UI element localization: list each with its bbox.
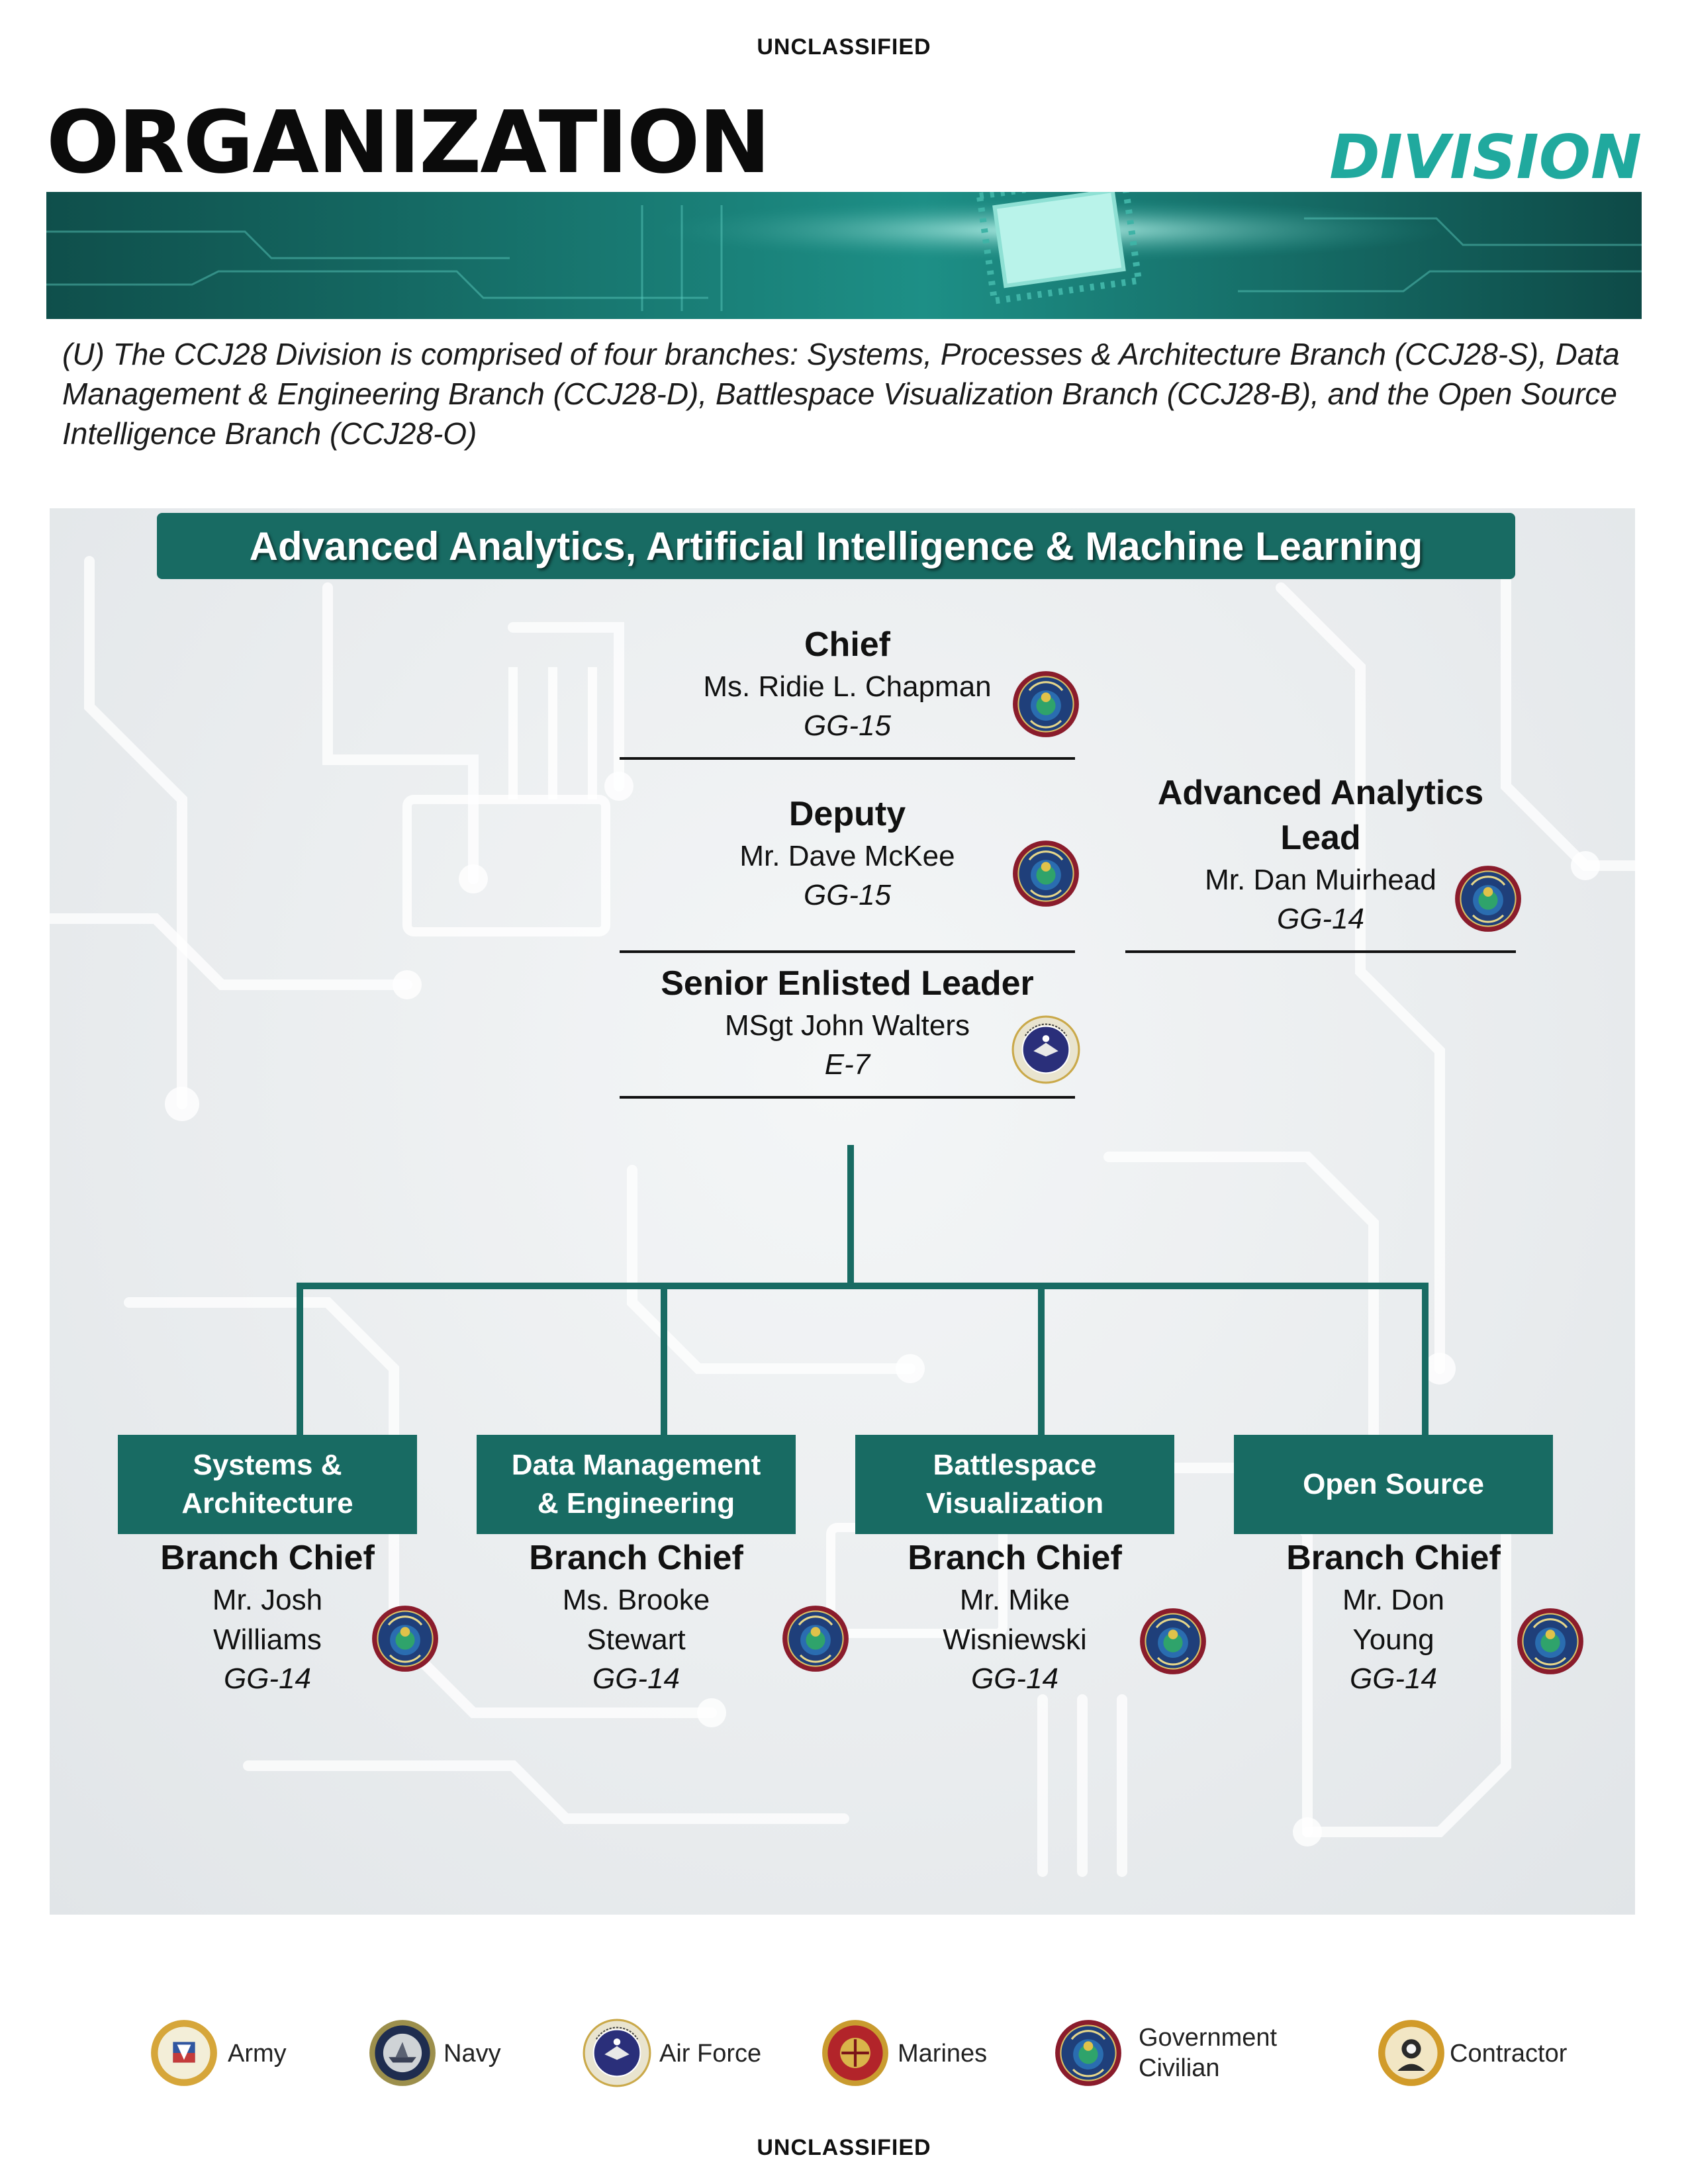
legend-label-line2: Civilian — [1139, 2054, 1220, 2082]
sel-name: MSgt John Walters — [724, 1009, 970, 1042]
org-chart-background — [50, 508, 1635, 1915]
branch-chief-role: Branch Chief — [908, 1539, 1122, 1577]
legend-label-line1: Government — [1139, 2024, 1278, 2052]
branch-chief-role: Branch Chief — [1286, 1539, 1501, 1577]
branch-chief-name-line2: Williams — [213, 1623, 322, 1656]
legend-label-navy: Navy — [444, 2040, 501, 2068]
legend-label-civilian: Government Civilian — [1139, 2023, 1277, 2083]
intro-paragraph: (U) The CCJ28 Division is comprised of f… — [62, 337, 1620, 451]
branch-box-line2: Visualization — [925, 1487, 1104, 1520]
sel-underline — [620, 1096, 1075, 1099]
dia-seal-icon — [1139, 1607, 1207, 1676]
dia-seal-icon — [1454, 864, 1523, 933]
legend-label-contractor: Contractor — [1450, 2040, 1568, 2068]
branch-chief-node: Branch Chief Mr. Don Young GG-14 — [1234, 1535, 1553, 1698]
branch-chief-name-line2: Wisniewski — [943, 1623, 1087, 1656]
branch-chief-grade: GG-14 — [592, 1662, 680, 1695]
page-title: ORGANIZATION — [46, 92, 771, 193]
branch-connector — [1038, 1283, 1045, 1436]
branch-box-line1: Data Management — [511, 1449, 761, 1481]
lead-role-line2: Lead — [1280, 819, 1361, 857]
chief-grade: GG-15 — [803, 709, 892, 742]
branch-box-battlespace: Battlespace Visualization — [855, 1435, 1174, 1534]
chief-underline — [620, 757, 1075, 760]
branch-box-line1: Systems & — [193, 1449, 342, 1481]
horizontal-connector — [297, 1283, 1429, 1289]
army-seal-icon — [150, 2019, 218, 2087]
classification-bottom: UNCLASSIFIED — [757, 2135, 931, 2160]
chief-role: Chief — [804, 625, 890, 664]
dia-seal-icon — [1054, 2019, 1123, 2087]
legend-label-air-force: Air Force — [659, 2040, 762, 2068]
contractor-seal-icon — [1377, 2019, 1446, 2087]
deputy-role: Deputy — [788, 795, 906, 833]
branch-box-open-source: Open Source — [1234, 1435, 1553, 1534]
branch-chief-node: Branch Chief Ms. Brooke Stewart GG-14 — [477, 1535, 796, 1698]
branch-chief-role: Branch Chief — [160, 1539, 375, 1577]
branch-chief-name-line1: Mr. Don — [1342, 1584, 1445, 1616]
air-force-seal-icon — [1011, 1015, 1080, 1084]
dia-seal-icon — [1011, 839, 1080, 908]
org-banner: Advanced Analytics, Artificial Intellige… — [157, 513, 1515, 579]
branch-chief-name-line2: Young — [1352, 1623, 1434, 1656]
branch-box-line1: Battlespace — [933, 1449, 1097, 1481]
branch-connector — [1422, 1283, 1429, 1436]
trunk-connector — [847, 1145, 854, 1285]
lead-role-line1: Advanced Analytics — [1157, 774, 1484, 812]
branch-chief-name-line2: Stewart — [586, 1623, 686, 1656]
sel-role: Senior Enlisted Leader — [661, 964, 1034, 1003]
chief-node: Chief Ms. Ridie L. Chapman GG-15 — [620, 622, 1075, 745]
branch-chief-grade: GG-14 — [223, 1662, 312, 1695]
branch-box-systems: Systems & Architecture — [118, 1435, 417, 1534]
marines-seal-icon — [821, 2019, 890, 2087]
deputy-node: Deputy Mr. Dave McKee GG-15 — [620, 792, 1075, 915]
branch-chief-role: Branch Chief — [529, 1539, 743, 1577]
branch-chief-name-line1: Ms. Brooke — [562, 1584, 710, 1616]
branch-chief-grade: GG-14 — [970, 1662, 1059, 1695]
legend-label-marines: Marines — [898, 2040, 988, 2068]
lead-name: Mr. Dan Muirhead — [1205, 864, 1436, 896]
page-subtitle: DIVISION — [1329, 122, 1642, 193]
dia-seal-icon — [1011, 670, 1080, 739]
branch-box-line2: & Engineering — [537, 1487, 735, 1520]
dia-seal-icon — [781, 1604, 850, 1673]
branch-chief-node: Branch Chief Mr. Mike Wisniewski GG-14 — [855, 1535, 1174, 1698]
branch-chief-node: Branch Chief Mr. Josh Williams GG-14 — [118, 1535, 417, 1698]
branch-connector — [661, 1283, 667, 1436]
dia-seal-icon — [371, 1604, 440, 1673]
branch-box-data-management: Data Management & Engineering — [477, 1435, 796, 1534]
lead-grade: GG-14 — [1276, 903, 1365, 935]
branch-connector — [297, 1283, 303, 1436]
branch-box-line2: Architecture — [181, 1487, 353, 1520]
branch-chief-name-line1: Mr. Josh — [212, 1584, 323, 1616]
legend-label-army: Army — [228, 2040, 287, 2068]
sel-node: Senior Enlisted Leader MSgt John Walters… — [620, 961, 1075, 1084]
navy-seal-icon — [368, 2019, 437, 2087]
sel-grade: E-7 — [824, 1048, 870, 1081]
circuit-banner-image — [46, 192, 1642, 319]
deputy-name: Mr. Dave McKee — [739, 840, 955, 872]
dia-seal-icon — [1516, 1607, 1585, 1676]
lead-underline — [1125, 950, 1516, 953]
branch-chief-name-line1: Mr. Mike — [959, 1584, 1070, 1616]
air-force-seal-icon — [583, 2019, 651, 2087]
branch-box-line1: Open Source — [1303, 1468, 1484, 1500]
classification-top: UNCLASSIFIED — [757, 34, 931, 60]
deputy-underline — [620, 950, 1075, 953]
branch-chief-grade: GG-14 — [1349, 1662, 1438, 1695]
lead-node: Advanced Analytics Lead Mr. Dan Muirhead… — [1125, 770, 1516, 938]
chief-name: Ms. Ridie L. Chapman — [703, 670, 992, 703]
deputy-grade: GG-15 — [803, 879, 892, 911]
